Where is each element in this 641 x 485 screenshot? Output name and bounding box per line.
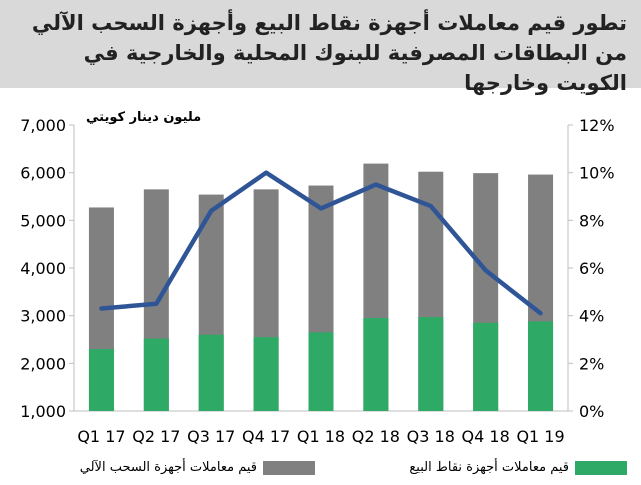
series-line	[99, 170, 543, 316]
x-tick-label: Q1 19	[516, 427, 564, 446]
y-right-tick-label: 4%	[579, 307, 604, 326]
y-left-tick-label: 4,000	[20, 259, 66, 278]
y-right-tick-label: 10%	[579, 164, 615, 183]
legend-swatch-atm	[263, 460, 315, 475]
legend-label-pos: قيم معاملات أجهزة نقاط البيع	[409, 460, 569, 475]
y-left-tick-label: 6,000	[20, 164, 66, 183]
bar-pos	[308, 332, 334, 411]
x-tick-label: Q3 17	[187, 427, 235, 446]
bar-pos	[363, 318, 389, 411]
x-tick-label: Q4 17	[242, 427, 290, 446]
chart-legend: قيم معاملات أجهزة نقاط البيع قيم معاملات…	[0, 458, 641, 482]
y-left-tick-label: 7,000	[20, 116, 66, 135]
y-left-tick-label: 5,000	[20, 211, 66, 230]
y-left-tick-label: 1,000	[20, 402, 66, 421]
bar-pos	[88, 349, 114, 411]
x-tick-label: Q1 17	[77, 427, 125, 446]
x-tick-label: Q3 18	[407, 427, 455, 446]
y-right-tick-label: 12%	[579, 116, 615, 135]
legend-item-pos: قيم معاملات أجهزة نقاط البيع	[409, 460, 627, 475]
x-tick-label: Q1 18	[297, 427, 345, 446]
y-left-tick-label: 2,000	[20, 354, 66, 373]
bar-pos	[143, 338, 169, 411]
x-tick-label: Q2 17	[132, 427, 180, 446]
bar-pos	[253, 337, 279, 411]
y-left-tick-label: 3,000	[20, 307, 66, 326]
y-right-tick-label: 2%	[579, 354, 604, 373]
bar-pos	[198, 334, 224, 411]
legend-label-atm: قيم معاملات أجهزة السحب الآلي	[79, 460, 257, 475]
x-tick-label: Q4 18	[462, 427, 510, 446]
y-right-tick-label: 6%	[579, 259, 604, 278]
chart-title: تطور قيم معاملات أجهزة نقاط البيع وأجهزة…	[31, 11, 627, 95]
chart-plot: 1,000 2,000 3,000 4,000 5,000 6,000 7,000 0% 2% 4…	[20, 116, 615, 446]
chart-header	[0, 0, 641, 88]
bar-pos	[473, 322, 499, 411]
legend-item-atm: قيم معاملات أجهزة السحب الآلي	[80, 460, 315, 475]
bar-pos	[418, 317, 444, 411]
bar-pos	[528, 321, 554, 411]
y-right-tick-label: 8%	[579, 211, 604, 230]
y-right-tick-label: 0%	[579, 402, 604, 421]
legend-swatch-pos	[575, 460, 627, 475]
x-tick-label: Q2 18	[352, 427, 400, 446]
unit-label: مليون دينار كويتي	[86, 110, 202, 125]
